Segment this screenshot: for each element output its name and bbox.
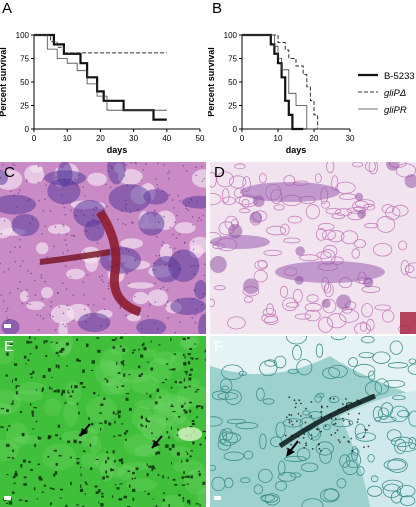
survival-series-thin (242, 34, 314, 130)
chart-legend: B-5233 gliPΔ gliPR (358, 71, 415, 116)
x-tick-label: 20 (96, 134, 105, 143)
x-axis-label: days (107, 145, 128, 155)
arrow-icon (151, 435, 163, 449)
y-tick-label: 75 (20, 55, 29, 64)
chart-axes (239, 34, 351, 132)
y-tick-label: 0 (233, 125, 238, 134)
panel-letter-e: E (4, 338, 15, 355)
scale-bar-e (4, 496, 11, 500)
survival-chart-a: 0 25 50 75 100 0 10 20 30 40 50 days Percent surviva… (0, 31, 205, 155)
panel-letter-d: D (214, 164, 225, 181)
y-axis-label: Percent survival (208, 47, 216, 117)
y-tick-label: 50 (20, 78, 29, 87)
legend-label: B-5233 (384, 71, 415, 82)
panel-letter-a: A (2, 0, 13, 17)
x-tick-label: 40 (162, 134, 171, 143)
survival-series-thick (34, 33, 167, 121)
survival-series-thick (242, 33, 304, 131)
legend-label: gliPR (384, 105, 407, 116)
y-axis-label: Percent survival (0, 47, 8, 117)
micrograph-f (210, 336, 416, 507)
x-tick-label: 10 (274, 134, 283, 143)
micrograph-e (0, 336, 206, 507)
x-tick-label: 30 (346, 134, 355, 143)
panel-letter-c: C (4, 164, 15, 181)
survival-chart-b: 0 25 50 75 100 0 10 20 30 days Percent survival B-5… (208, 31, 415, 155)
y-tick-label: 75 (228, 55, 237, 64)
y-tick-label: 0 (25, 125, 30, 134)
x-tick-label: 30 (129, 134, 138, 143)
x-tick-label: 0 (32, 134, 37, 143)
y-tick-label: 100 (224, 31, 238, 40)
y-tick-label: 100 (16, 31, 30, 40)
scale-bar-c (4, 324, 11, 328)
survival-series-dashed (34, 34, 167, 54)
x-axis-label: days (286, 145, 307, 155)
panel-letter-f: F (214, 338, 224, 355)
legend-label: gliPΔ (384, 88, 406, 99)
survival-series-dashed (242, 34, 322, 130)
x-tick-label: 10 (63, 134, 72, 143)
x-tick-label: 50 (196, 134, 205, 143)
x-tick-label: 0 (240, 134, 245, 143)
arrow-icon (79, 423, 91, 437)
micrograph-d (210, 162, 416, 334)
x-tick-label: 20 (310, 134, 319, 143)
y-tick-label: 25 (20, 102, 29, 111)
y-tick-label: 50 (228, 78, 237, 87)
arrow-icon (286, 440, 299, 457)
scale-bar-f (214, 496, 221, 500)
micrograph-c (0, 162, 206, 334)
survival-series-thin (34, 34, 167, 111)
chart-axes (31, 34, 201, 132)
y-tick-label: 25 (228, 102, 237, 111)
panel-letter-b: B (212, 0, 223, 17)
